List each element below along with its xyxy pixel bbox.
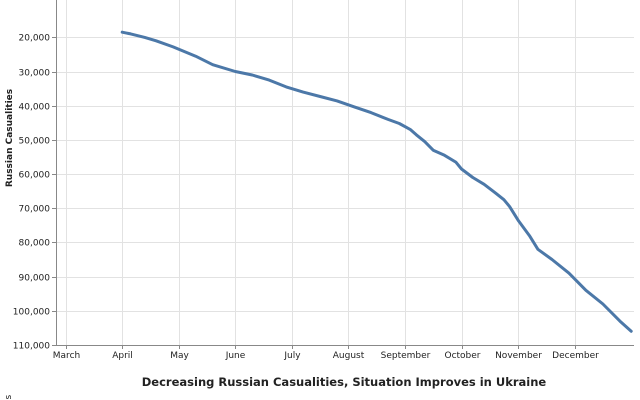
y-tick-label: 20,000	[19, 34, 51, 44]
y-tick-label: 60,000	[19, 171, 51, 181]
y-tick-label: 50,000	[19, 137, 51, 147]
chart-title: Decreasing Russian Casualities, Situatio…	[142, 375, 547, 389]
x-tick-label: July	[283, 351, 301, 361]
axes: 20,000 30,000 40,000 50,000 60,000 70,000 80,0…	[13, 0, 634, 361]
y-tick-label: 70,000	[19, 205, 51, 215]
gridlines	[56, 0, 634, 346]
x-tick-label: March	[53, 351, 80, 361]
y-tick-label: 90,000	[19, 274, 51, 284]
series	[120, 30, 633, 333]
x-tick-label: May	[170, 351, 189, 361]
y-tick-label: 110,000	[13, 342, 50, 352]
y-tick-label: 30,000	[19, 69, 51, 79]
y-axis-title: Russian Casualities	[5, 89, 15, 187]
x-tick-label: October	[444, 351, 480, 361]
x-tick-label: November	[495, 351, 542, 361]
x-tick-label: September	[381, 351, 431, 361]
y-tick-label: 80,000	[19, 239, 51, 249]
y-tick-label: 100,000	[13, 308, 50, 318]
series-line	[120, 30, 633, 333]
x-tick-label: August	[333, 351, 365, 361]
x-tick-label: April	[112, 351, 133, 361]
clipped-legend-fragment: es	[4, 394, 14, 400]
y-tick-label: 40,000	[19, 103, 51, 113]
x-tick-label: December	[552, 351, 599, 361]
x-tick-label: June	[225, 351, 246, 361]
